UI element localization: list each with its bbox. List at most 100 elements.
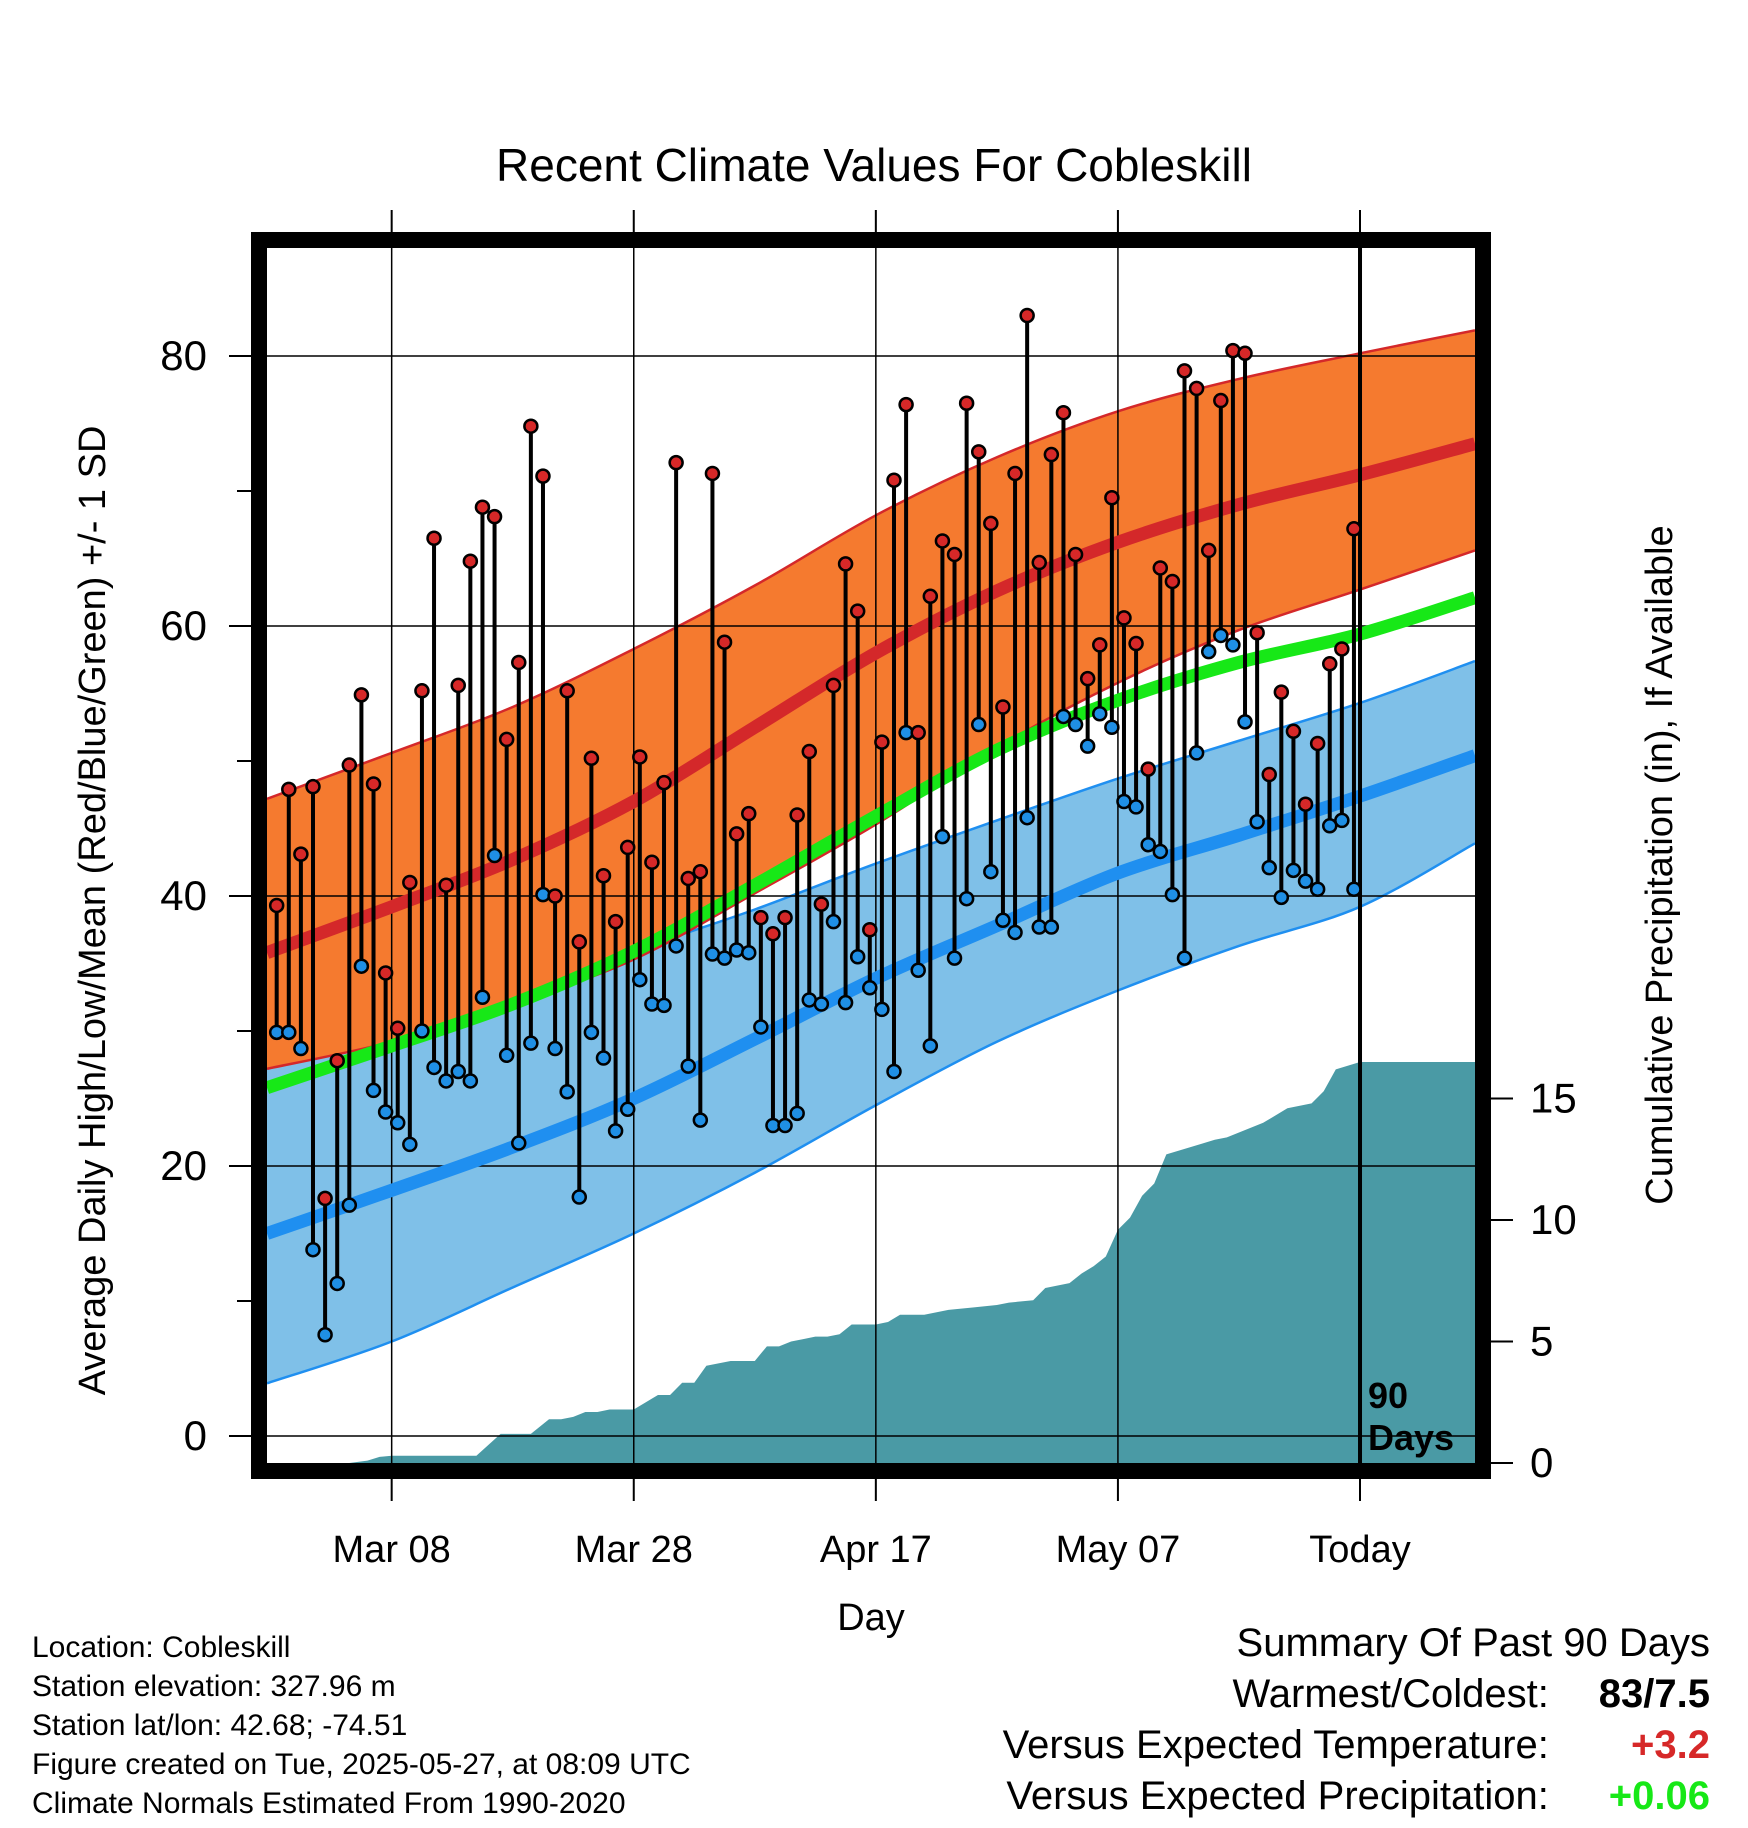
normal-mean-line (267, 591, 1475, 1094)
daily-low-point (353, 958, 370, 974)
y-tick-label: 60 (160, 602, 207, 649)
daily-low-point (1249, 814, 1265, 830)
info-normals: Climate Normals Estimated From 1990-2020 (32, 1787, 626, 1820)
daily-low-point (523, 1035, 539, 1051)
daily-high-point (607, 913, 624, 930)
summary-temp-value: +3.2 (1631, 1723, 1710, 1767)
daily-high-point (462, 553, 479, 569)
daily-low-point (1007, 924, 1023, 941)
info-elevation: Station elevation: 327.96 m (32, 1670, 396, 1703)
daily-high-point (704, 465, 721, 482)
daily-high-point (644, 854, 660, 870)
x-tick-label: May 07 (1056, 1529, 1181, 1571)
daily-high-point (692, 863, 709, 880)
daily-high-point (1225, 342, 1241, 359)
daily-high-point (765, 926, 781, 942)
info-created: Figure created on Tue, 2025-05-27, at 08… (32, 1748, 691, 1781)
daily-low-point (777, 1117, 793, 1134)
daily-low-point (1055, 708, 1072, 725)
daily-low-point (789, 1105, 805, 1122)
daily-low-point (414, 1023, 430, 1039)
daily-low-point (402, 1136, 418, 1153)
y2-tick-label: 15 (1530, 1075, 1577, 1122)
daily-high-point (946, 546, 963, 563)
daily-low-point (1213, 627, 1229, 644)
daily-high-point (1116, 610, 1132, 626)
normal-low-line (267, 749, 1475, 1240)
daily-high-point (1104, 490, 1120, 506)
daily-low-point (559, 1084, 575, 1100)
daily-low-point (293, 1040, 309, 1057)
daily-high-point (728, 826, 745, 842)
daily-high-point (1346, 521, 1362, 537)
daily-low-point (547, 1040, 563, 1057)
daily-low-point (728, 942, 745, 958)
daily-low-point (595, 1050, 612, 1066)
daily-high-point (1309, 735, 1326, 752)
x-axis-label: Day (837, 1597, 905, 1639)
daily-high-point (317, 1190, 333, 1207)
daily-high-point (1019, 307, 1035, 324)
summary-warmest-value: 83/7.5 (1598, 1672, 1710, 1716)
daily-high-point (825, 677, 842, 694)
daily-high-point (1031, 554, 1047, 571)
normal-high-line (267, 437, 1475, 959)
daily-low-point (813, 996, 830, 1012)
daily-low-point (656, 997, 672, 1014)
summary-warmest-row: Warmest/Coldest: 83/7.5 (1003, 1669, 1711, 1720)
daily-high-point (1249, 625, 1265, 641)
daily-high-point (922, 588, 939, 605)
daily-high-point (281, 781, 297, 798)
daily-low-point (1188, 745, 1205, 761)
daily-low-point (1273, 889, 1290, 906)
daily-high-point (486, 508, 503, 525)
daily-low-point (910, 962, 926, 978)
daily-high-point (910, 724, 926, 741)
daily-high-point (1213, 392, 1229, 409)
daily-low-point (1285, 862, 1302, 879)
daily-high-point (559, 683, 575, 699)
daily-low-point (389, 1115, 406, 1131)
daily-low-point (668, 938, 684, 954)
daily-low-point (849, 949, 866, 965)
daily-high-point (365, 776, 382, 792)
daily-high-point (995, 699, 1011, 715)
daily-low-point (886, 1063, 902, 1080)
daily-low-point (329, 1275, 345, 1292)
daily-high-point (753, 909, 769, 926)
daily-low-point (341, 1197, 358, 1213)
summary-temp-label: Versus Expected Temperature: (1002, 1723, 1549, 1767)
daily-low-point (1116, 793, 1132, 810)
daily-high-point (789, 807, 805, 823)
daily-low-point (825, 913, 842, 930)
y-tick-label: 80 (160, 332, 207, 379)
daily-low-point (1104, 719, 1120, 735)
daily-low-point (1128, 799, 1144, 815)
daily-low-point (571, 1189, 588, 1205)
summary-precip-row: Versus Expected Precipitation: +0.06 (1003, 1771, 1710, 1822)
daily-high-point (1152, 560, 1169, 576)
daily-low-point (1237, 714, 1253, 730)
daily-high-point (1334, 641, 1350, 657)
daily-high-point (402, 874, 418, 891)
y-tick-label: 0 (184, 1412, 207, 1459)
y-tick-label: 40 (160, 872, 207, 919)
daily-low-point (1067, 716, 1084, 733)
daily-high-point (1200, 542, 1217, 559)
daily-low-point (1346, 881, 1362, 897)
daily-low-point (958, 890, 975, 907)
daily-high-point (1261, 766, 1277, 783)
daily-high-point (450, 677, 466, 694)
daily-high-point (268, 897, 285, 914)
daily-low-point (922, 1038, 939, 1054)
daily-high-point (1079, 670, 1096, 687)
daily-high-point (377, 965, 394, 981)
daily-low-point (1321, 818, 1338, 834)
daily-high-point (341, 757, 358, 773)
daily-low-point (1140, 836, 1156, 853)
daily-high-point (426, 530, 442, 546)
daily-high-point (1297, 796, 1314, 812)
precip-area (267, 1062, 1475, 1463)
daily-high-point (837, 556, 854, 572)
